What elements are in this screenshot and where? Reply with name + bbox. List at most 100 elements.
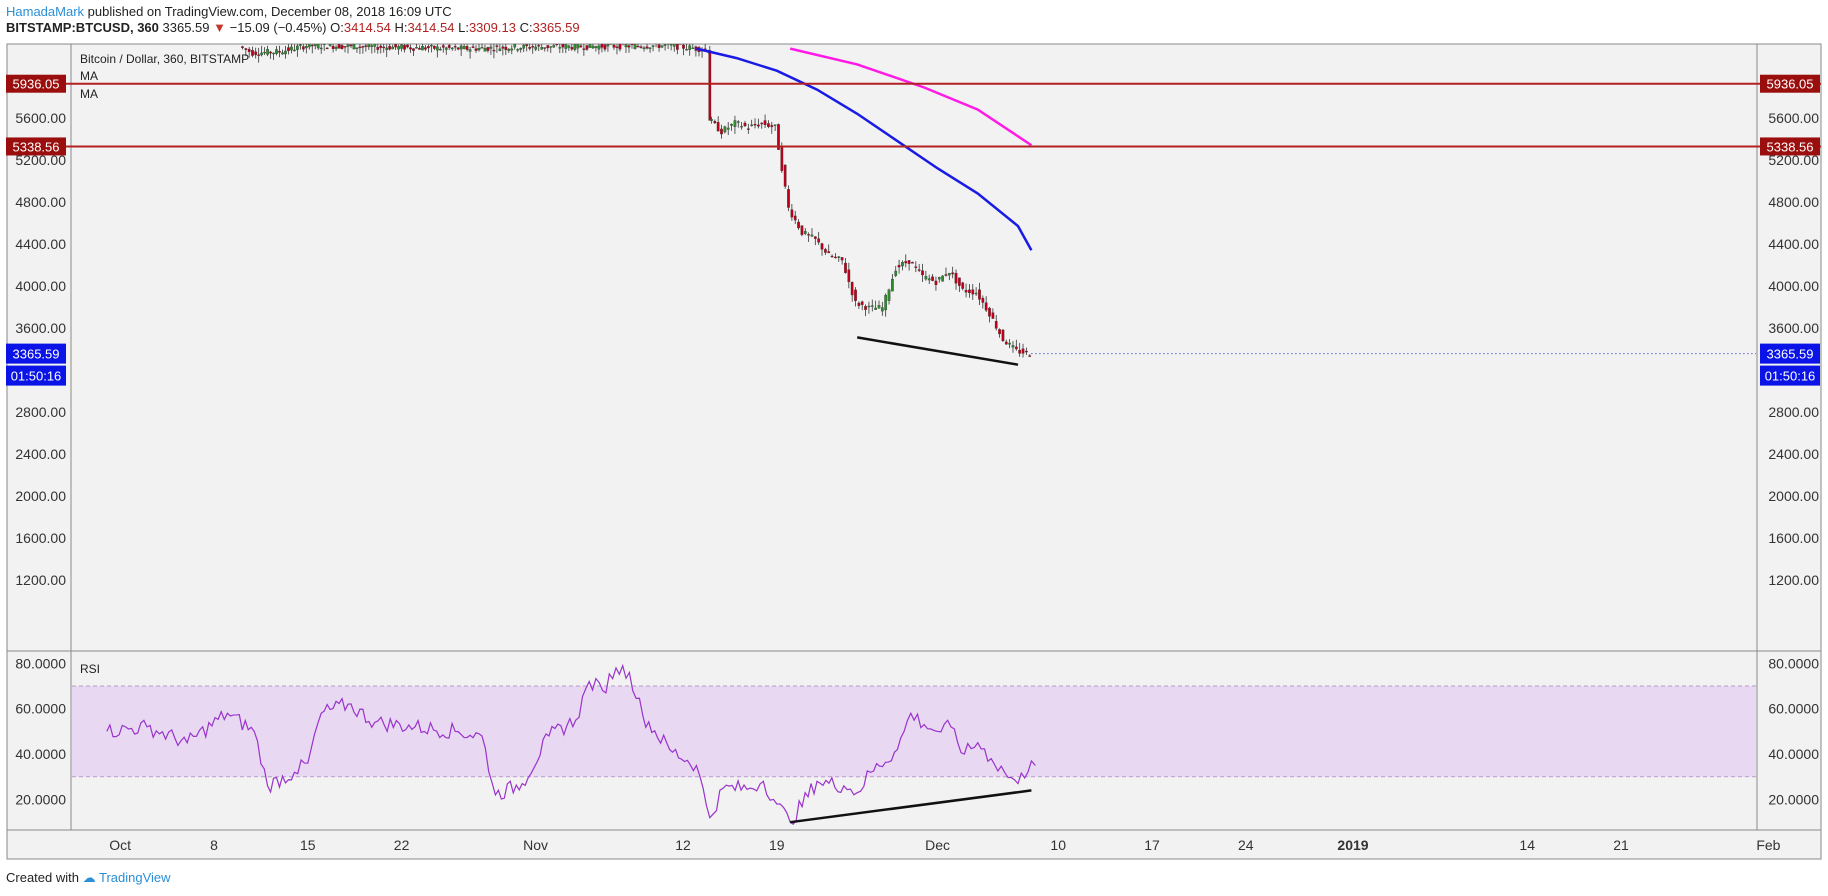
candle-body	[492, 49, 496, 52]
candle-body	[421, 46, 424, 51]
candle-body	[534, 46, 538, 50]
candle-body	[688, 45, 692, 50]
candle-body	[346, 44, 350, 47]
candle-body	[887, 289, 891, 301]
rsi-tick-left: 80.0000	[15, 655, 66, 671]
candle-body	[585, 45, 589, 50]
candle-body	[1018, 349, 1022, 354]
ohlc-values: O:3414.54 H:3414.54 L:3309.13 C:3365.59	[330, 20, 579, 35]
price-tick-left: 5200.00	[15, 152, 66, 168]
price-tick-right: 2800.00	[1768, 404, 1819, 420]
level-tag	[1760, 137, 1820, 156]
ma-fast-line	[696, 47, 1033, 251]
open-value: 3414.54	[343, 20, 391, 35]
candle-body	[961, 282, 965, 289]
candle-body	[679, 44, 682, 45]
price-plot	[241, 44, 1033, 366]
time-tick: Oct	[109, 837, 131, 853]
low-label: L:	[458, 20, 469, 35]
candle-body	[597, 45, 601, 50]
candle-body	[409, 47, 412, 50]
candle-body	[780, 145, 784, 171]
candle-body	[358, 46, 362, 49]
candle-body	[713, 121, 717, 124]
rsi-pane	[72, 663, 1756, 825]
candle-body	[241, 46, 244, 48]
candle-body	[278, 51, 281, 53]
candle-body	[418, 48, 421, 50]
price-pane: 5936.05 5936.05 5338.56 5338.56 3365.59 01:50…	[6, 44, 1821, 386]
candle-body	[651, 45, 655, 47]
candle-body	[880, 307, 884, 312]
candle-body	[331, 45, 335, 49]
candle-body	[281, 52, 284, 55]
time-tick: 14	[1519, 837, 1535, 853]
candle-body	[921, 270, 924, 276]
candle-body	[388, 45, 392, 50]
candle-body	[834, 256, 837, 259]
candle-body	[636, 45, 640, 48]
candle-body	[1014, 346, 1018, 350]
candle-body	[917, 269, 921, 271]
candle-body	[334, 46, 338, 49]
candle-body	[561, 44, 565, 48]
price-tick-left: 4000.00	[15, 278, 66, 294]
candle-body	[382, 46, 386, 49]
candle-body	[504, 46, 508, 50]
candle-body	[901, 262, 904, 267]
candle-body	[456, 47, 460, 50]
candle-body	[266, 49, 269, 55]
candle-body	[606, 44, 610, 47]
rsi-band	[72, 686, 1756, 777]
candle-body	[254, 51, 258, 56]
price-tick-right: 5600.00	[1768, 110, 1819, 126]
candle-body	[934, 280, 938, 285]
candle-body	[588, 44, 592, 48]
candle-body	[824, 249, 827, 253]
candle-body	[349, 44, 353, 47]
candle-body	[710, 119, 713, 121]
price-tick-left: 2000.00	[15, 488, 66, 504]
candle-body	[394, 44, 397, 48]
author-link[interactable]: HamadaMark	[6, 4, 85, 19]
price-tick-right: 2000.00	[1768, 488, 1819, 504]
candle-body	[397, 46, 400, 50]
candle-body	[672, 44, 676, 47]
candle-body	[877, 305, 881, 309]
price-tick-right: 3600.00	[1768, 320, 1819, 336]
candle-body	[438, 48, 442, 51]
candle-body	[988, 307, 991, 317]
candle-body	[1008, 342, 1011, 345]
time-tick: 8	[210, 837, 218, 853]
countdown-label: 01:50:16	[11, 369, 62, 384]
candle-body	[884, 294, 888, 311]
candle-body	[293, 49, 296, 52]
candle-body	[480, 47, 484, 49]
candle-body	[777, 124, 780, 150]
high-label: H:	[394, 20, 408, 35]
candle-body	[424, 47, 427, 50]
time-tick: 22	[394, 837, 410, 853]
candle-body	[740, 126, 743, 128]
close-label: C:	[519, 20, 533, 35]
candle-body	[379, 45, 383, 48]
candle-body	[301, 46, 305, 50]
candle-body	[376, 47, 380, 50]
candle-body	[675, 44, 679, 50]
down-arrow-icon: ▼	[213, 20, 227, 35]
price-tick-left: 2400.00	[15, 446, 66, 462]
candle-body	[412, 48, 415, 51]
candle-body	[767, 123, 770, 127]
legend-rsi: RSI	[80, 662, 100, 676]
candle-body	[763, 120, 767, 126]
candle-body	[579, 45, 583, 48]
candle-body	[750, 124, 754, 127]
candle-body	[850, 282, 854, 296]
candle-body	[468, 49, 472, 52]
candle-body	[639, 46, 643, 48]
candle-body	[471, 46, 475, 48]
tradingview-link[interactable]: TradingView	[99, 870, 171, 885]
candle-body	[367, 44, 371, 48]
ma-slow-line	[789, 47, 1033, 147]
